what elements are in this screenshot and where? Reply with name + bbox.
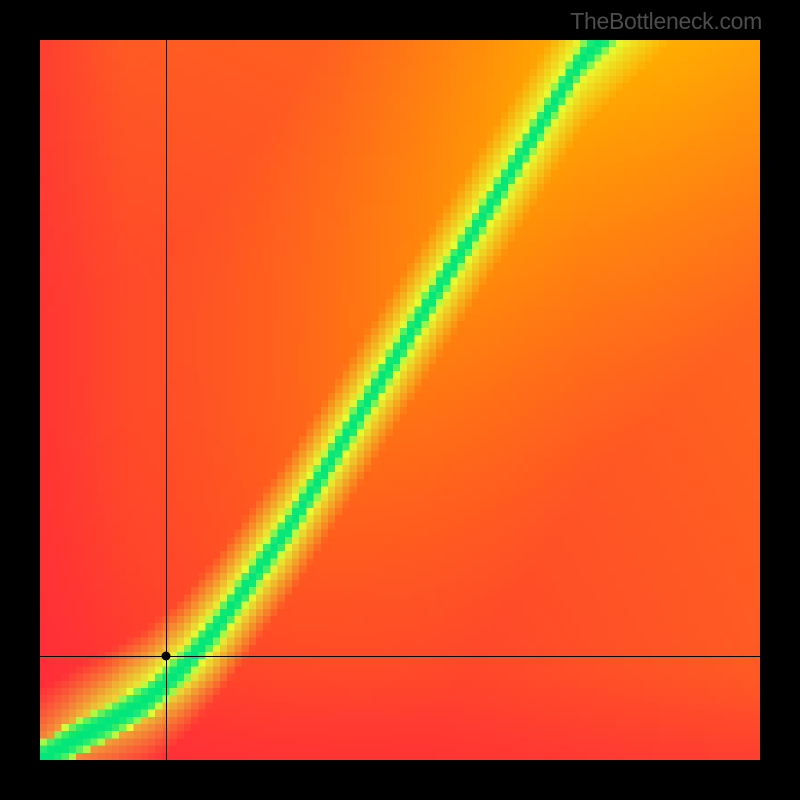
heatmap-canvas [40, 40, 760, 760]
heatmap-plot [40, 40, 760, 760]
watermark-text: TheBottleneck.com [570, 8, 762, 35]
crosshair-horizontal [40, 656, 760, 657]
marker-dot [162, 651, 171, 660]
